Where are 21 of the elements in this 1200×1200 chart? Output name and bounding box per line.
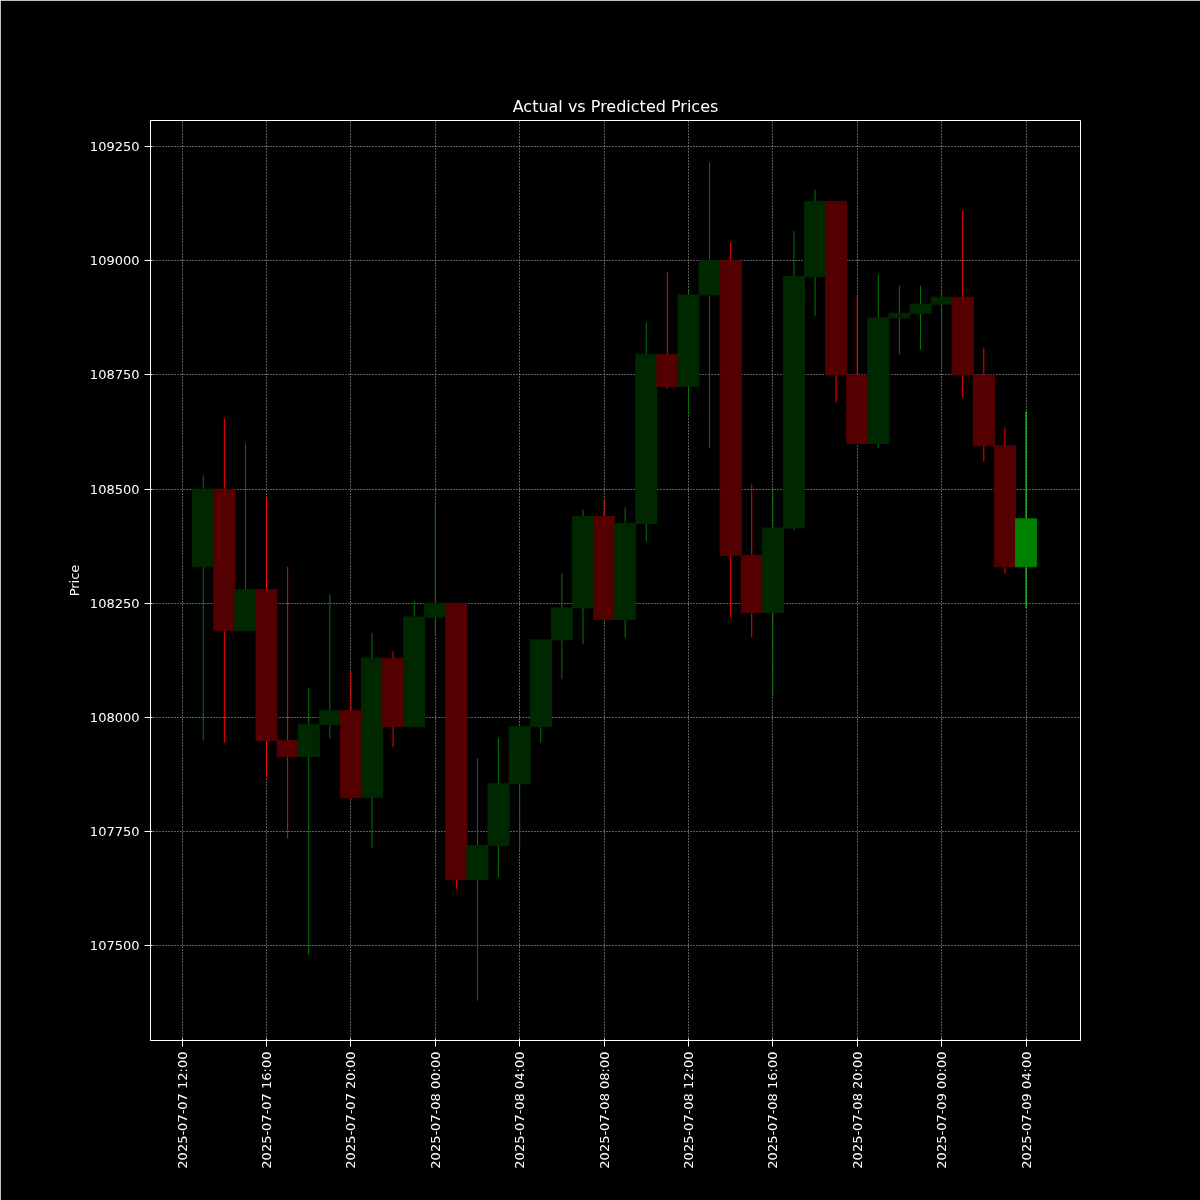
x-tick-label: 2025-07-08 12:00 xyxy=(680,1051,696,1169)
y-tick-label: 107500 xyxy=(89,938,140,954)
x-tick-label: 2025-07-08 04:00 xyxy=(512,1051,528,1169)
y-tick-label: 108000 xyxy=(89,710,140,726)
y-tick-label: 109250 xyxy=(89,139,140,155)
x-tick-label: 2025-07-08 16:00 xyxy=(765,1051,781,1169)
x-tick-label: 2025-07-08 08:00 xyxy=(596,1051,612,1169)
x-tick-label: 2025-07-07 12:00 xyxy=(174,1051,190,1169)
x-tick-label: 2025-07-09 04:00 xyxy=(1018,1051,1034,1169)
x-tick-label: 2025-07-07 20:00 xyxy=(343,1051,359,1169)
y-tick-label: 109000 xyxy=(89,253,140,269)
x-tick-label: 2025-07-08 00:00 xyxy=(427,1051,443,1169)
x-tick-label: 2025-07-09 00:00 xyxy=(934,1051,950,1169)
x-tick-label: 2025-07-08 20:00 xyxy=(849,1051,865,1169)
y-tick-label: 107750 xyxy=(89,824,140,840)
y-tick-label: 108500 xyxy=(89,481,140,497)
y-tick-label: 108750 xyxy=(89,367,140,383)
y-axis-title: Price xyxy=(66,564,82,597)
x-tick-label: 2025-07-07 16:00 xyxy=(259,1051,275,1169)
chart-title: Actual vs Predicted Prices xyxy=(512,96,719,116)
y-tick-label: 108250 xyxy=(89,595,140,611)
